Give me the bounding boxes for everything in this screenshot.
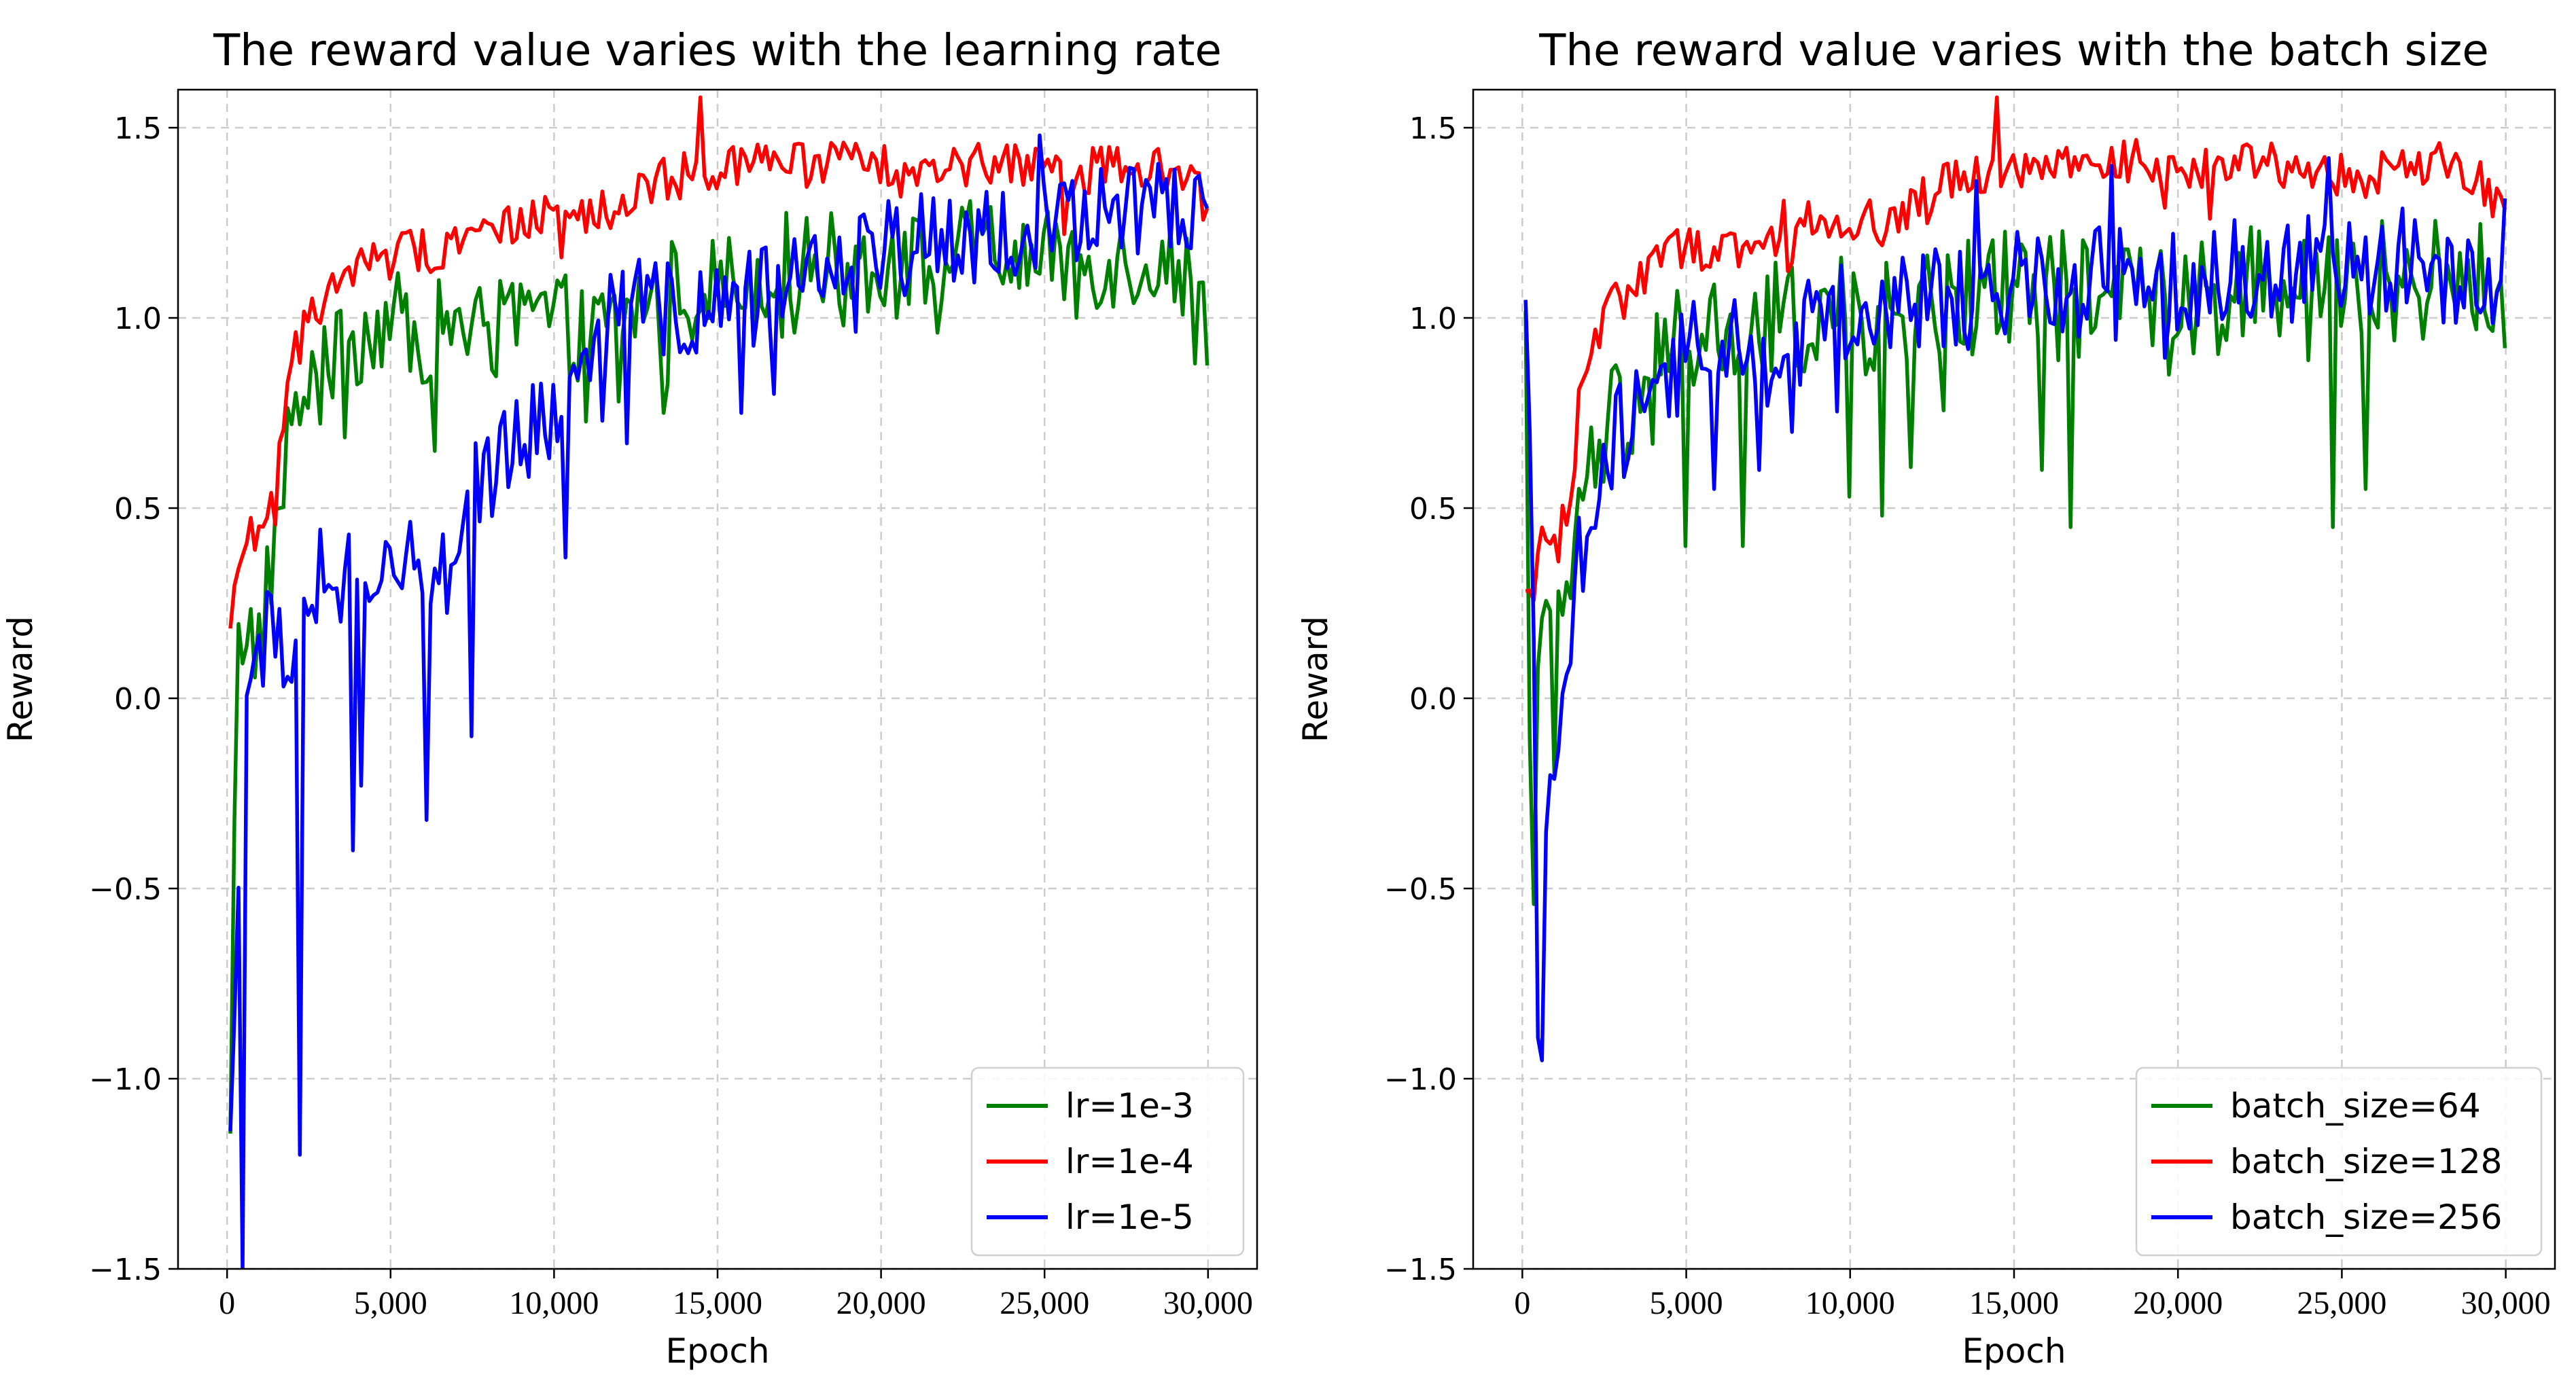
y-tick-label: 0.5 bbox=[1409, 492, 1457, 526]
series-line-lr=1e-3 bbox=[228, 199, 1210, 1134]
y-tick-label: −1.0 bbox=[1384, 1062, 1457, 1097]
series-line-lr=1e-5 bbox=[228, 133, 1210, 1269]
y-tick-label: 0.0 bbox=[114, 682, 162, 717]
chart-batch-size: 0 5,000 10,000 15,000 20,000 25,000 30,000 −1.5… bbox=[1296, 26, 2556, 1371]
legend-label: lr=1e-5 bbox=[1065, 1198, 1194, 1237]
x-tick-label: 0 bbox=[219, 1285, 235, 1321]
x-tick-label: 10,000 bbox=[509, 1285, 599, 1321]
legend: lr=1e-3 lr=1e-4 lr=1e-5 bbox=[970, 1066, 1245, 1257]
chart-learning-rate: 0 5,000 10,000 15,000 20,000 25,000 30,000 −1.5… bbox=[1, 26, 1258, 1371]
y-tick-label: −1.0 bbox=[89, 1062, 162, 1097]
y-tick-label: −1.5 bbox=[89, 1253, 162, 1287]
series-line-batch_size=128 bbox=[1525, 95, 2507, 603]
x-tick-label: 0 bbox=[1514, 1285, 1530, 1321]
y-tick-label: 0.0 bbox=[1409, 682, 1457, 717]
x-tick-label: 5,000 bbox=[354, 1285, 427, 1321]
legend-label: lr=1e-4 bbox=[1065, 1142, 1194, 1181]
series-line-batch_size=256 bbox=[1523, 156, 2507, 1062]
legend-label: batch_size=256 bbox=[2230, 1198, 2502, 1237]
x-tick-label: 20,000 bbox=[836, 1285, 926, 1321]
legend: batch_size=64 batch_size=128 batch_size=25… bbox=[2135, 1066, 2543, 1257]
y-tick-label: −0.5 bbox=[89, 872, 162, 907]
y-tick-label: 1.5 bbox=[1409, 111, 1457, 146]
y-tick-label: 0.5 bbox=[114, 492, 162, 526]
legend-label: batch_size=128 bbox=[2230, 1142, 2502, 1181]
x-axis-label: Epoch bbox=[665, 1331, 769, 1371]
y-tick-label: −0.5 bbox=[1384, 872, 1457, 907]
y-axis-label: Reward bbox=[1, 616, 40, 742]
x-tick-label: 15,000 bbox=[673, 1285, 762, 1321]
legend-label: lr=1e-3 bbox=[1065, 1086, 1194, 1126]
x-tick-label: 30,000 bbox=[2461, 1285, 2551, 1321]
legend-box bbox=[970, 1066, 1245, 1257]
y-tick-label: 1.5 bbox=[114, 111, 162, 146]
y-tick-label: 1.0 bbox=[114, 302, 162, 336]
legend-label: batch_size=64 bbox=[2230, 1086, 2481, 1126]
legend-box bbox=[2135, 1066, 2543, 1257]
x-tick-label: 25,000 bbox=[2297, 1285, 2386, 1321]
y-axis-label: Reward bbox=[1296, 616, 1335, 742]
series-line-batch_size=64 bbox=[1523, 219, 2507, 906]
x-tick-label: 10,000 bbox=[1805, 1285, 1895, 1321]
y-tick-label: 1.0 bbox=[1409, 302, 1457, 336]
chart-title: The reward value varies with the batch s… bbox=[1538, 26, 2488, 76]
y-tick-label: −1.5 bbox=[1384, 1253, 1457, 1287]
series-line-lr=1e-4 bbox=[228, 95, 1210, 629]
chart-title: The reward value varies with the learnin… bbox=[213, 26, 1222, 76]
x-tick-label: 25,000 bbox=[1000, 1285, 1089, 1321]
x-tick-label: 5,000 bbox=[1650, 1285, 1723, 1321]
x-tick-label: 15,000 bbox=[1969, 1285, 2059, 1321]
x-tick-label: 20,000 bbox=[2133, 1285, 2223, 1321]
x-tick-label: 30,000 bbox=[1163, 1285, 1253, 1321]
x-axis-label: Epoch bbox=[1962, 1331, 2066, 1371]
